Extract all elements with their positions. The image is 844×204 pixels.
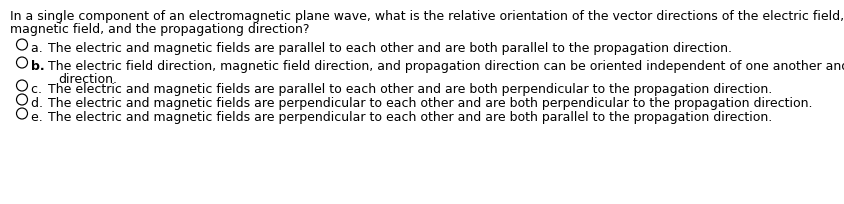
- Text: e.: e.: [31, 110, 46, 123]
- Text: direction.: direction.: [58, 73, 116, 86]
- Text: c.: c.: [31, 83, 46, 95]
- Text: The electric and magnetic fields are perpendicular to each other and are both pe: The electric and magnetic fields are per…: [48, 96, 812, 110]
- Text: a.: a.: [31, 42, 46, 55]
- Text: The electric and magnetic fields are parallel to each other and are both paralle: The electric and magnetic fields are par…: [48, 42, 731, 55]
- Text: d.: d.: [31, 96, 47, 110]
- Text: The electric and magnetic fields are perpendicular to each other and are both pa: The electric and magnetic fields are per…: [48, 110, 771, 123]
- Text: The electric and magnetic fields are parallel to each other and are both perpend: The electric and magnetic fields are par…: [48, 83, 771, 95]
- Text: magnetic field, and the propagationg direction?: magnetic field, and the propagationg dir…: [10, 23, 309, 36]
- Text: b.: b.: [31, 60, 49, 73]
- Text: In a single component of an electromagnetic plane wave, what is the relative ori: In a single component of an electromagne…: [10, 10, 844, 23]
- Text: The electric field direction, magnetic field direction, and propagation directio: The electric field direction, magnetic f…: [48, 60, 844, 73]
